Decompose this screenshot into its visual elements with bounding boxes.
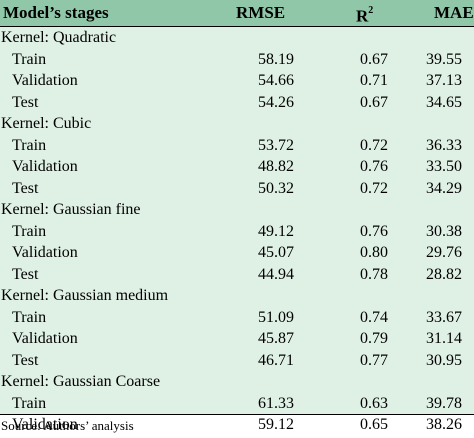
table-header: Model’s stages RMSE R2 MAE [0,0,474,27]
kernel-label: Kernel: Gaussian Coarse [1,373,161,390]
mae-cell: 34.29 [426,179,462,197]
table-row: Train 53.72 0.72 36.33 [0,135,474,157]
bottom-rule [0,414,474,415]
stage-cell: Test [12,265,39,283]
table-body: Kernel: Quadratic Train 58.19 0.67 39.55 Vali… [0,27,474,438]
mae-cell: 38.26 [426,416,462,433]
r2-cell: 0.79 [360,330,388,347]
header-r2: R2 [356,2,373,28]
rmse-cell: 54.66 [258,72,294,89]
table-row: Train 51.09 0.74 33.67 [0,307,474,329]
r2-cell: 0.67 [360,93,388,111]
rmse-cell: 53.72 [258,136,294,154]
r2-cell: 0.72 [360,179,388,197]
r2-cell: 0.67 [360,50,388,68]
mae-cell: 31.14 [426,330,462,347]
stage-cell: Train [12,136,47,154]
r2-cell: 0.76 [360,158,388,175]
r2-cell: 0.77 [360,351,388,369]
table-row: Train 58.19 0.67 39.55 [0,49,474,71]
kernel-group-row: Kernel: Quadratic [0,27,474,49]
rmse-cell: 50.32 [258,179,294,197]
mae-cell: 36.33 [426,136,462,154]
kernel-label: Kernel: Cubic [1,115,92,132]
stage-cell: Validation [12,416,78,433]
kernel-group-row: Kernel: Gaussian medium [0,285,474,307]
rmse-cell: 45.87 [258,330,294,347]
stage-cell: Validation [12,158,78,175]
r2-cell: 0.78 [360,265,388,283]
table-row: Validation 54.66 0.71 37.13 [0,70,474,92]
kernel-group-row: Kernel: Cubic [0,113,474,135]
table-source-note: Source: Authors’ analysis [1,418,134,433]
kernel-group-row: Kernel: Gaussian fine [0,199,474,221]
table-row: Test 46.71 0.77 30.95 [0,350,474,372]
kernel-label: Kernel: Quadratic [1,29,117,46]
table-row: Train 49.12 0.76 30.38 [0,221,474,243]
table-row: Test 44.94 0.78 28.82 [0,264,474,286]
rmse-cell: 51.09 [258,308,294,326]
r2-cell: 0.74 [360,308,388,326]
stage-cell: Validation [12,244,78,261]
rmse-cell: 61.33 [258,394,294,412]
r2-cell: 0.72 [360,136,388,154]
kernel-label: Kernel: Gaussian fine [1,201,141,218]
header-mae: MAE [434,3,474,22]
rmse-cell: 49.12 [258,222,294,240]
mae-cell: 33.67 [426,308,462,326]
mae-cell: 33.50 [426,158,462,175]
mae-cell: 30.95 [426,351,462,369]
stage-cell: Train [12,308,47,326]
mae-cell: 39.78 [426,394,462,412]
rmse-cell: 54.26 [258,93,294,111]
rmse-cell: 59.12 [258,416,294,433]
header-stage: Model’s stages [3,3,109,22]
mae-cell: 39.55 [426,50,462,68]
r2-cell: 0.63 [360,394,388,412]
r2-cell: 0.71 [360,72,388,89]
r2-cell: 0.65 [360,416,388,433]
header-rmse: RMSE [236,3,286,22]
mae-cell: 30.38 [426,222,462,240]
mae-cell: 34.65 [426,93,462,111]
table-row: Train 61.33 0.63 39.78 [0,393,474,415]
table-row: Validation 45.07 0.80 29.76 [0,242,474,264]
mae-cell: 28.82 [426,265,462,283]
r2-cell: 0.76 [360,222,388,240]
table-row: Test 54.26 0.67 34.65 [0,92,474,114]
stage-cell: Validation [12,72,78,89]
stage-cell: Test [12,179,39,197]
table-row: Test 50.32 0.72 34.29 [0,178,474,200]
stage-cell: Test [12,93,39,111]
stage-cell: Train [12,222,47,240]
r2-cell: 0.80 [360,244,388,261]
rmse-cell: 48.82 [258,158,294,175]
table-row: Validation 59.12 0.65 38.26 [0,414,474,436]
stage-cell: Train [12,50,47,68]
table-row: Validation 48.82 0.76 33.50 [0,156,474,178]
kernel-group-row: Kernel: Gaussian Coarse [0,371,474,393]
header-r2-base: R [356,6,369,26]
stage-cell: Validation [12,330,78,347]
table-row: Validation 45.87 0.79 31.14 [0,328,474,350]
rmse-cell: 44.94 [258,265,294,283]
mae-cell: 29.76 [426,244,462,261]
mae-cell: 37.13 [426,72,462,89]
header-r2-sup: 2 [368,5,374,16]
rmse-cell: 46.71 [258,351,294,369]
kernel-label: Kernel: Gaussian medium [1,287,169,304]
stage-cell: Test [12,351,39,369]
rmse-cell: 45.07 [258,244,294,261]
stage-cell: Train [12,394,47,412]
rmse-cell: 58.19 [258,50,294,68]
